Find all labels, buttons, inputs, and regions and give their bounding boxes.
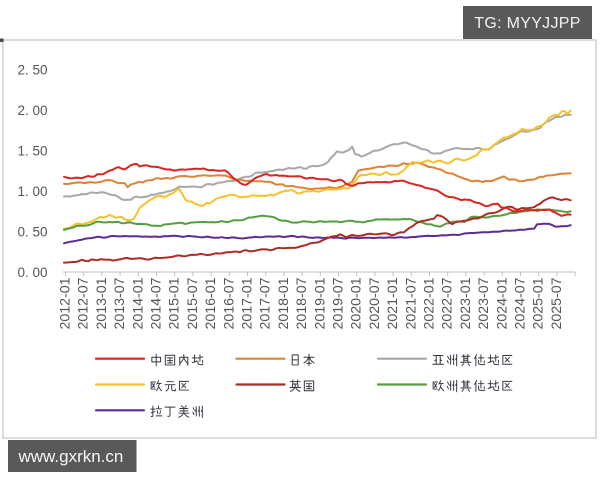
svg-text:2024-01: 2024-01 <box>494 277 510 329</box>
svg-text:2025-01: 2025-01 <box>531 277 547 329</box>
svg-text:2022-01: 2022-01 <box>422 277 438 329</box>
svg-text:2013-01: 2013-01 <box>94 277 110 329</box>
svg-text:2017-01: 2017-01 <box>240 277 256 329</box>
svg-text:2019-01: 2019-01 <box>312 277 328 329</box>
svg-text:2012-01: 2012-01 <box>58 277 74 329</box>
svg-text:2019-07: 2019-07 <box>331 277 347 329</box>
svg-text:2013-07: 2013-07 <box>112 277 128 329</box>
svg-text:0. 50: 0. 50 <box>17 225 47 240</box>
svg-text:2. 00: 2. 00 <box>17 103 47 118</box>
svg-text:2012-07: 2012-07 <box>76 277 92 329</box>
svg-text:2015-07: 2015-07 <box>185 277 201 329</box>
svg-text:2014-01: 2014-01 <box>130 277 146 329</box>
svg-text:2014-07: 2014-07 <box>149 277 165 329</box>
svg-text:1. 00: 1. 00 <box>17 184 47 199</box>
svg-text:2024-07: 2024-07 <box>513 277 529 329</box>
svg-text:2016-07: 2016-07 <box>221 277 237 329</box>
svg-text:2023-01: 2023-01 <box>458 277 474 329</box>
svg-text:2017-07: 2017-07 <box>258 277 274 329</box>
svg-text:2020-01: 2020-01 <box>349 277 365 329</box>
svg-text:2018-07: 2018-07 <box>294 277 310 329</box>
svg-text:2015-01: 2015-01 <box>167 277 183 329</box>
svg-text:2016-01: 2016-01 <box>203 277 219 329</box>
svg-text:2. 50: 2. 50 <box>17 63 47 78</box>
svg-text:2020-07: 2020-07 <box>367 277 383 329</box>
svg-text:2025-07: 2025-07 <box>549 277 565 329</box>
svg-text:TG: MYYJJPP: TG: MYYJJPP <box>474 15 580 32</box>
svg-text:2021-07: 2021-07 <box>403 277 419 329</box>
svg-text:1. 50: 1. 50 <box>17 144 47 159</box>
svg-text:www.gxrkn.cn: www.gxrkn.cn <box>18 447 124 466</box>
svg-text:2018-01: 2018-01 <box>276 277 292 329</box>
svg-text:2023-07: 2023-07 <box>476 277 492 329</box>
svg-text:2022-07: 2022-07 <box>440 277 456 329</box>
svg-text:2021-01: 2021-01 <box>385 277 401 329</box>
svg-text:0. 00: 0. 00 <box>17 265 47 280</box>
